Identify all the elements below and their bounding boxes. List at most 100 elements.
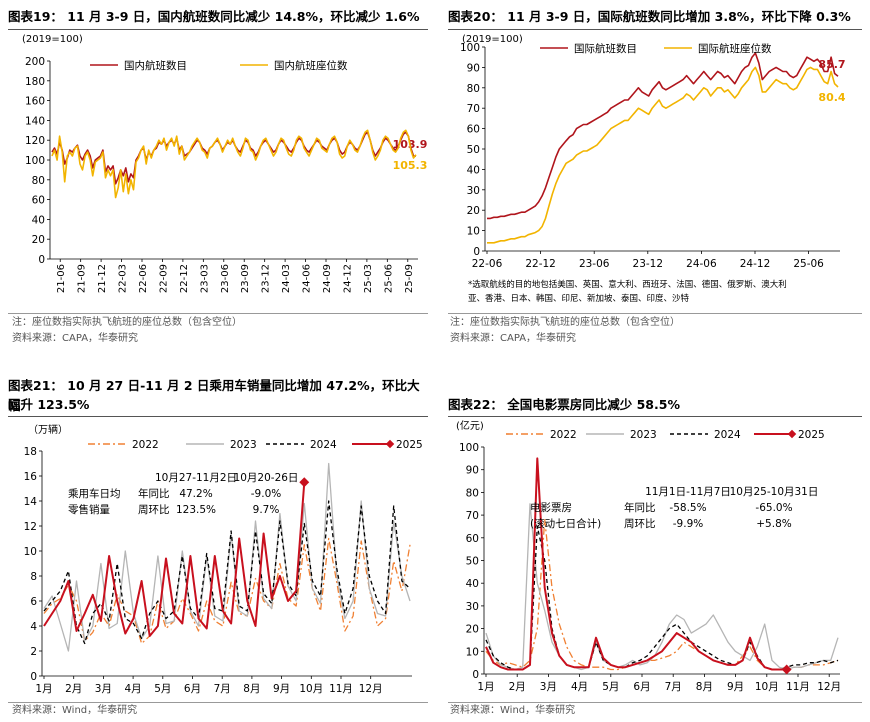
stats-header: 10月27-11月2日	[155, 472, 237, 484]
y-tick-label: 6	[30, 596, 37, 608]
chart21: （万辆） 0 2 4 6 8 10 12 14 16 18 1月 2月 3月 4月 5月 6月 7月 8月 9月 10月…	[24, 423, 423, 695]
x-tick-label: 8月	[243, 683, 260, 695]
title-rule	[448, 29, 862, 30]
y-tick-label: 100	[460, 42, 480, 54]
bottom-rule	[8, 702, 428, 703]
stats-metric: 年同比	[624, 501, 656, 514]
chart-footnote: *选取航线的目的地包括美国、英国、意大利、西班牙、法国、德国、俄罗斯、澳大利	[468, 279, 787, 290]
y-unit-label: （万辆）	[28, 423, 68, 436]
y-tick-label: 200	[25, 56, 45, 68]
y-tick-label: 40	[466, 578, 479, 590]
stats-value: -58.5%	[669, 502, 706, 514]
legend-label-2024: 2024	[310, 439, 337, 451]
x-tick-label: 21-09	[77, 264, 88, 293]
x-tick-label: 23-09	[240, 264, 251, 293]
y-tick-label: 70	[467, 103, 480, 115]
y-tick-label: 60	[466, 533, 479, 545]
bottom-rule	[8, 313, 428, 314]
legend-label-国内航班数目: 国内航班数目	[124, 59, 187, 72]
y-tick-label: 90	[467, 62, 480, 74]
legend-marker	[385, 439, 395, 449]
y-tick-label: 100	[25, 155, 45, 167]
legend-label-2025: 2025	[798, 429, 825, 441]
y-tick-label: 10	[466, 646, 479, 658]
stats-metric: 周环比	[624, 517, 656, 530]
x-tick-label: 21-06	[56, 264, 67, 293]
end-value-label: 80.4	[818, 91, 845, 104]
last-point-marker	[299, 477, 310, 488]
y-tick-label: 90	[466, 465, 479, 477]
legend-label-2022: 2022	[132, 439, 159, 451]
y-tick-label: 120	[25, 135, 45, 147]
x-tick-label: 24-06	[302, 264, 313, 293]
chart21-title-line1: 图表21： 10 月 27 日-11 月 2 日乘用车销量同比增加 47.2%，…	[8, 378, 420, 413]
x-tick-label: 22-12	[179, 264, 190, 293]
y-tick-label: 2	[30, 646, 37, 658]
legend-label-2022: 2022	[550, 429, 577, 441]
x-tick-label: 23-06	[220, 264, 231, 293]
x-tick-label: 24-09	[322, 264, 333, 293]
x-tick-label: 6月	[184, 683, 201, 695]
y-tick-label: 0	[472, 669, 479, 681]
chart20: (2019=100) 0 10 20 30 40 50 60 70 80 90 100 22-06 22-…	[460, 34, 846, 304]
chart20-note: 注：座位数指实际执飞航班的座位总数（包含空位）	[450, 317, 680, 328]
stats-header: 10月20-26日	[234, 472, 299, 484]
series-line-国内航班座位数	[51, 129, 417, 199]
y-tick-label: 80	[32, 175, 45, 187]
y-tick-label: 20	[32, 234, 45, 246]
y-unit-label: (2019=100)	[462, 34, 523, 45]
x-tick-label: 23-03	[199, 264, 210, 293]
x-tick-label: 22-09	[158, 264, 169, 293]
x-tick-label: 4月	[571, 681, 588, 693]
x-tick-label: 22-12	[525, 258, 556, 270]
y-tick-label: 80	[466, 487, 479, 499]
x-tick-label: 7月	[665, 681, 682, 693]
bottom-rule	[448, 313, 862, 314]
y-tick-label: 40	[32, 214, 45, 226]
title-rule	[8, 416, 428, 417]
chart21-title-line2: 回升 123.5%	[8, 397, 90, 412]
title-rule	[8, 29, 428, 30]
y-tick-label: 16	[24, 471, 38, 483]
stats-value: 123.5%	[176, 504, 216, 516]
y-tick-label: 8	[30, 571, 37, 583]
x-tick-label: 25-06	[383, 264, 394, 293]
legend-label-国际航班座位数: 国际航班座位数	[698, 42, 772, 55]
y-tick-label: 180	[25, 76, 45, 88]
y-unit-label: (2019=100)	[22, 34, 83, 45]
y-tick-label: 50	[467, 144, 480, 156]
x-tick-label: 9月	[727, 681, 744, 693]
stats-row-label: 零售销量	[68, 503, 110, 516]
end-value-label: 105.3	[393, 159, 428, 172]
series-line-2022	[43, 537, 411, 645]
x-tick-label: 21-12	[97, 264, 108, 293]
end-value-label: 85.7	[818, 58, 845, 71]
series-line-2023	[485, 503, 839, 671]
y-tick-label: 70	[466, 510, 479, 522]
chart22: (亿元) 0 10 20 30 40 50 60 70 80 90 100 1月 2月 3月 4月 5月 6月 7月…	[456, 419, 841, 693]
y-tick-label: 100	[459, 442, 479, 454]
y-tick-label: 20	[467, 205, 480, 217]
legend-label-2023: 2023	[230, 439, 257, 451]
y-tick-label: 40	[467, 164, 480, 176]
y-tick-label: 4	[30, 621, 37, 633]
y-tick-label: 50	[466, 556, 479, 568]
x-tick-label: 2月	[65, 683, 82, 695]
x-tick-label: 1月	[35, 683, 52, 695]
x-tick-label: 5月	[154, 683, 171, 695]
x-tick-label: 2月	[509, 681, 526, 693]
y-tick-label: 18	[24, 446, 37, 458]
x-tick-label: 9月	[273, 683, 290, 695]
x-tick-label: 25-06	[793, 258, 824, 270]
series-line-国际航班数目	[487, 52, 839, 220]
y-tick-label: 20	[466, 624, 479, 636]
x-tick-label: 7月	[214, 683, 231, 695]
x-tick-label: 12月	[359, 683, 383, 695]
y-unit-label: (亿元)	[456, 419, 484, 432]
x-tick-label: 25-09	[404, 264, 415, 293]
series-line-国际航班座位数	[487, 66, 839, 244]
chart19-note: 注：座位数指实际执飞航班的座位总数（包含空位）	[12, 317, 242, 328]
stats-header: 10月25-10月31日	[730, 486, 819, 498]
chart22-source: 资料来源：Wind，华泰研究	[450, 705, 576, 716]
x-tick-label: 1月	[477, 681, 494, 693]
